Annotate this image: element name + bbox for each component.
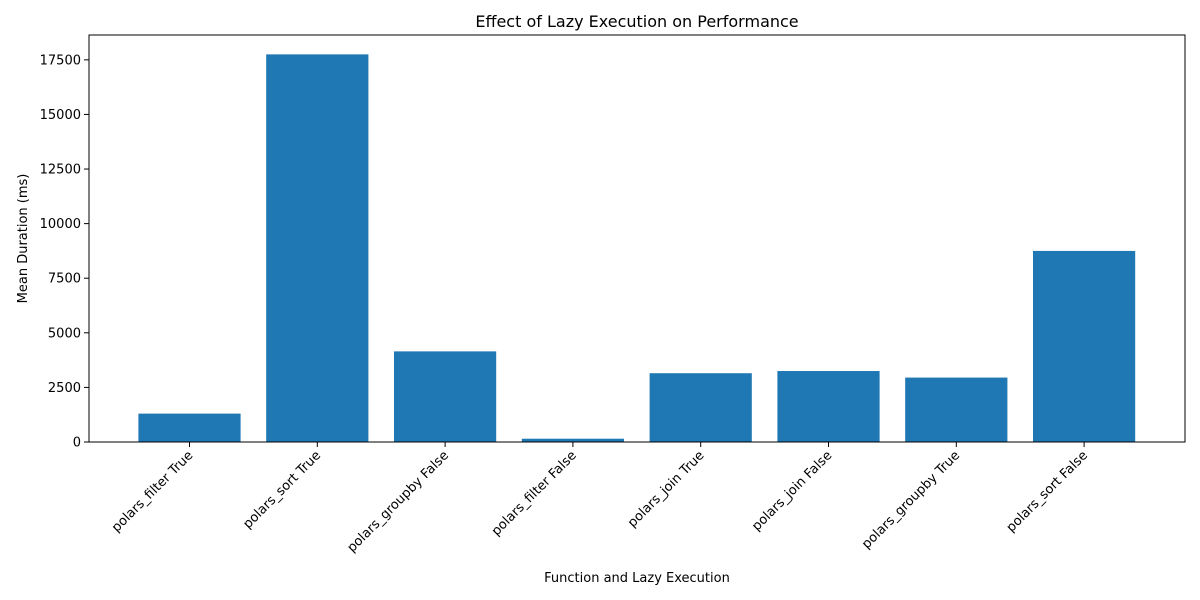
bar [521, 438, 624, 442]
bar [905, 377, 1008, 442]
y-tick-label: 7500 [48, 272, 81, 287]
y-tick-label: 0 [73, 436, 81, 451]
y-tick-label: 10000 [40, 217, 81, 232]
plot-frame [88, 34, 1186, 443]
y-tick-label: 15000 [40, 108, 81, 123]
y-axis: 0 2500 5000 7500 10000 12500 15000 17500 [40, 53, 89, 451]
bars-group [138, 54, 1136, 442]
y-tick-label: 17500 [40, 53, 81, 68]
bar [266, 54, 369, 442]
y-tick-label: 2500 [48, 381, 81, 396]
bar [394, 351, 497, 442]
bar [777, 371, 880, 442]
bar [649, 373, 752, 442]
bar [1033, 250, 1136, 442]
y-axis-label: Mean Duration (ms) [16, 174, 31, 304]
y-tick-label: 12500 [40, 163, 81, 178]
y-tick-label: 5000 [48, 326, 81, 341]
bar [138, 413, 241, 442]
chart-title: Effect of Lazy Execution on Performance [475, 12, 798, 31]
x-axis-label: Function and Lazy Execution [544, 571, 730, 586]
